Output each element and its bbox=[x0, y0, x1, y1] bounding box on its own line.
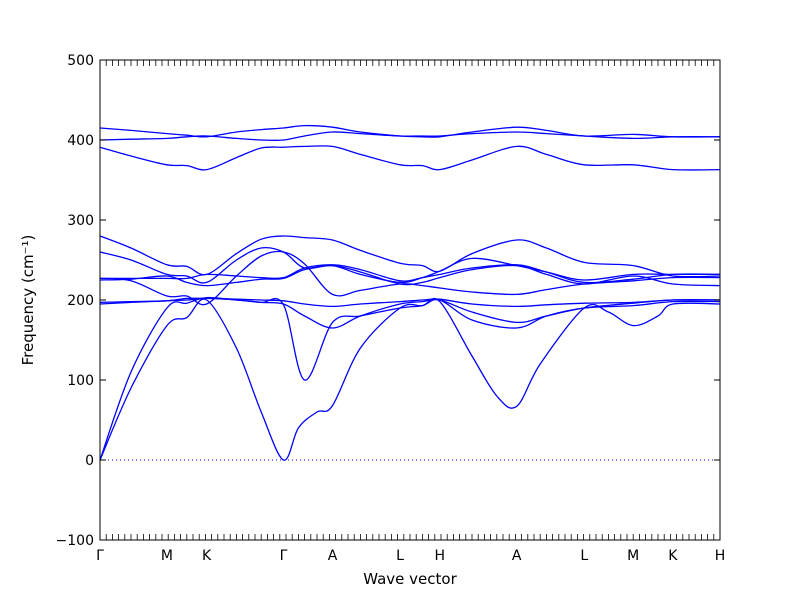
x-tick-label: K bbox=[668, 548, 678, 564]
band-line-9 bbox=[99, 235, 721, 278]
y-tick-label: 400 bbox=[67, 133, 94, 149]
axes: −100 0 100 200 300 400 500 Γ M K Γ A L H A L M K H bbox=[56, 53, 726, 564]
y-tick-label: 100 bbox=[67, 373, 94, 389]
y-tick-label: 0 bbox=[85, 453, 94, 469]
x-tick-label: A bbox=[328, 548, 338, 564]
band-line-8 bbox=[99, 246, 720, 284]
x-axis-label: Wave vector bbox=[363, 570, 457, 588]
band-line-5 bbox=[99, 250, 721, 306]
y-tick-label: 500 bbox=[67, 53, 94, 69]
band-line-10 bbox=[99, 145, 721, 171]
x-tick-label: Γ bbox=[96, 548, 104, 564]
y-tick-label: 300 bbox=[67, 213, 94, 229]
plot-area bbox=[99, 124, 721, 461]
y-tick-label: −100 bbox=[56, 533, 94, 549]
x-tick-label: Γ bbox=[280, 548, 288, 564]
x-tick-label: K bbox=[202, 548, 212, 564]
x-tick-label: M bbox=[161, 548, 173, 564]
band-line-1 bbox=[99, 297, 721, 461]
x-tick-label: H bbox=[715, 548, 726, 564]
x-tick-label: M bbox=[627, 548, 639, 564]
y-tick-label: 200 bbox=[67, 293, 94, 309]
x-tick-label: H bbox=[434, 548, 445, 564]
band-line-7 bbox=[100, 264, 721, 284]
y-axis-label: Frequency (cm⁻¹) bbox=[19, 235, 37, 366]
x-tick-label: L bbox=[396, 548, 404, 564]
x-tick-label: A bbox=[512, 548, 522, 564]
band-line-6 bbox=[99, 264, 721, 287]
band-line-12 bbox=[99, 124, 721, 138]
x-tick-label: L bbox=[580, 548, 588, 564]
